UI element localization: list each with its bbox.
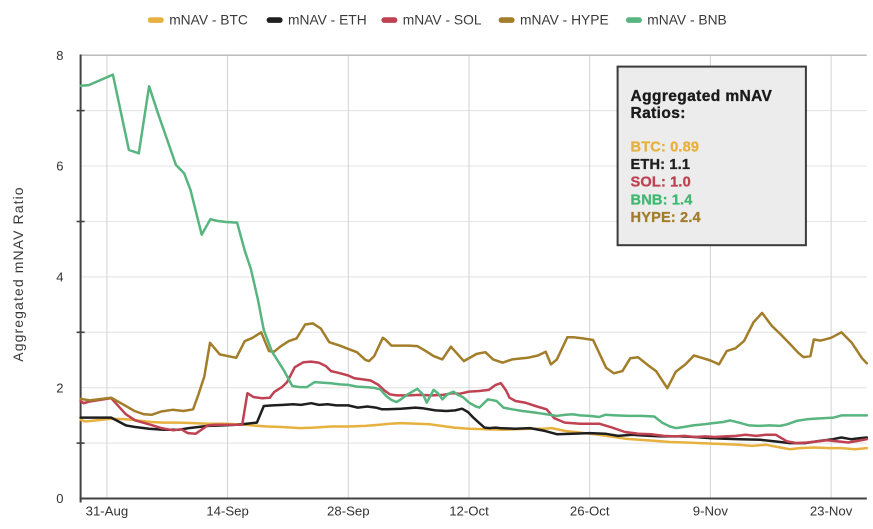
svg-text:ETH: 1.1: ETH: 1.1 [631,157,691,173]
svg-text:SOL: 1.0: SOL: 1.0 [631,175,691,191]
svg-text:mNAV - HYPE: mNAV - HYPE [520,13,609,28]
svg-text:BNB: 1.4: BNB: 1.4 [631,192,694,208]
svg-text:mNAV - SOL: mNAV - SOL [403,13,482,28]
svg-text:mNAV - ETH: mNAV - ETH [288,13,367,28]
svg-text:9-Nov: 9-Nov [693,504,729,519]
svg-text:Aggregated mNAV: Aggregated mNAV [631,88,773,105]
svg-text:4: 4 [56,270,63,285]
svg-text:28-Sep: 28-Sep [327,504,370,519]
svg-text:Ratios:: Ratios: [631,105,686,122]
svg-text:HYPE: 2.4: HYPE: 2.4 [631,210,702,226]
svg-text:0: 0 [56,491,63,506]
svg-text:BTC: 0.89: BTC: 0.89 [631,140,700,156]
svg-text:31-Aug: 31-Aug [86,504,129,519]
svg-text:14-Sep: 14-Sep [206,504,249,519]
svg-text:2: 2 [56,380,63,395]
svg-text:6: 6 [56,159,63,174]
svg-text:8: 8 [56,48,63,63]
svg-text:Aggregated mNAV Ratio: Aggregated mNAV Ratio [10,186,26,361]
svg-text:12-Oct: 12-Oct [449,504,489,519]
svg-text:mNAV - BTC: mNAV - BTC [169,13,248,28]
svg-text:23-Nov: 23-Nov [810,504,853,519]
svg-text:26-Oct: 26-Oct [570,504,610,519]
svg-text:mNAV - BNB: mNAV - BNB [647,13,726,28]
